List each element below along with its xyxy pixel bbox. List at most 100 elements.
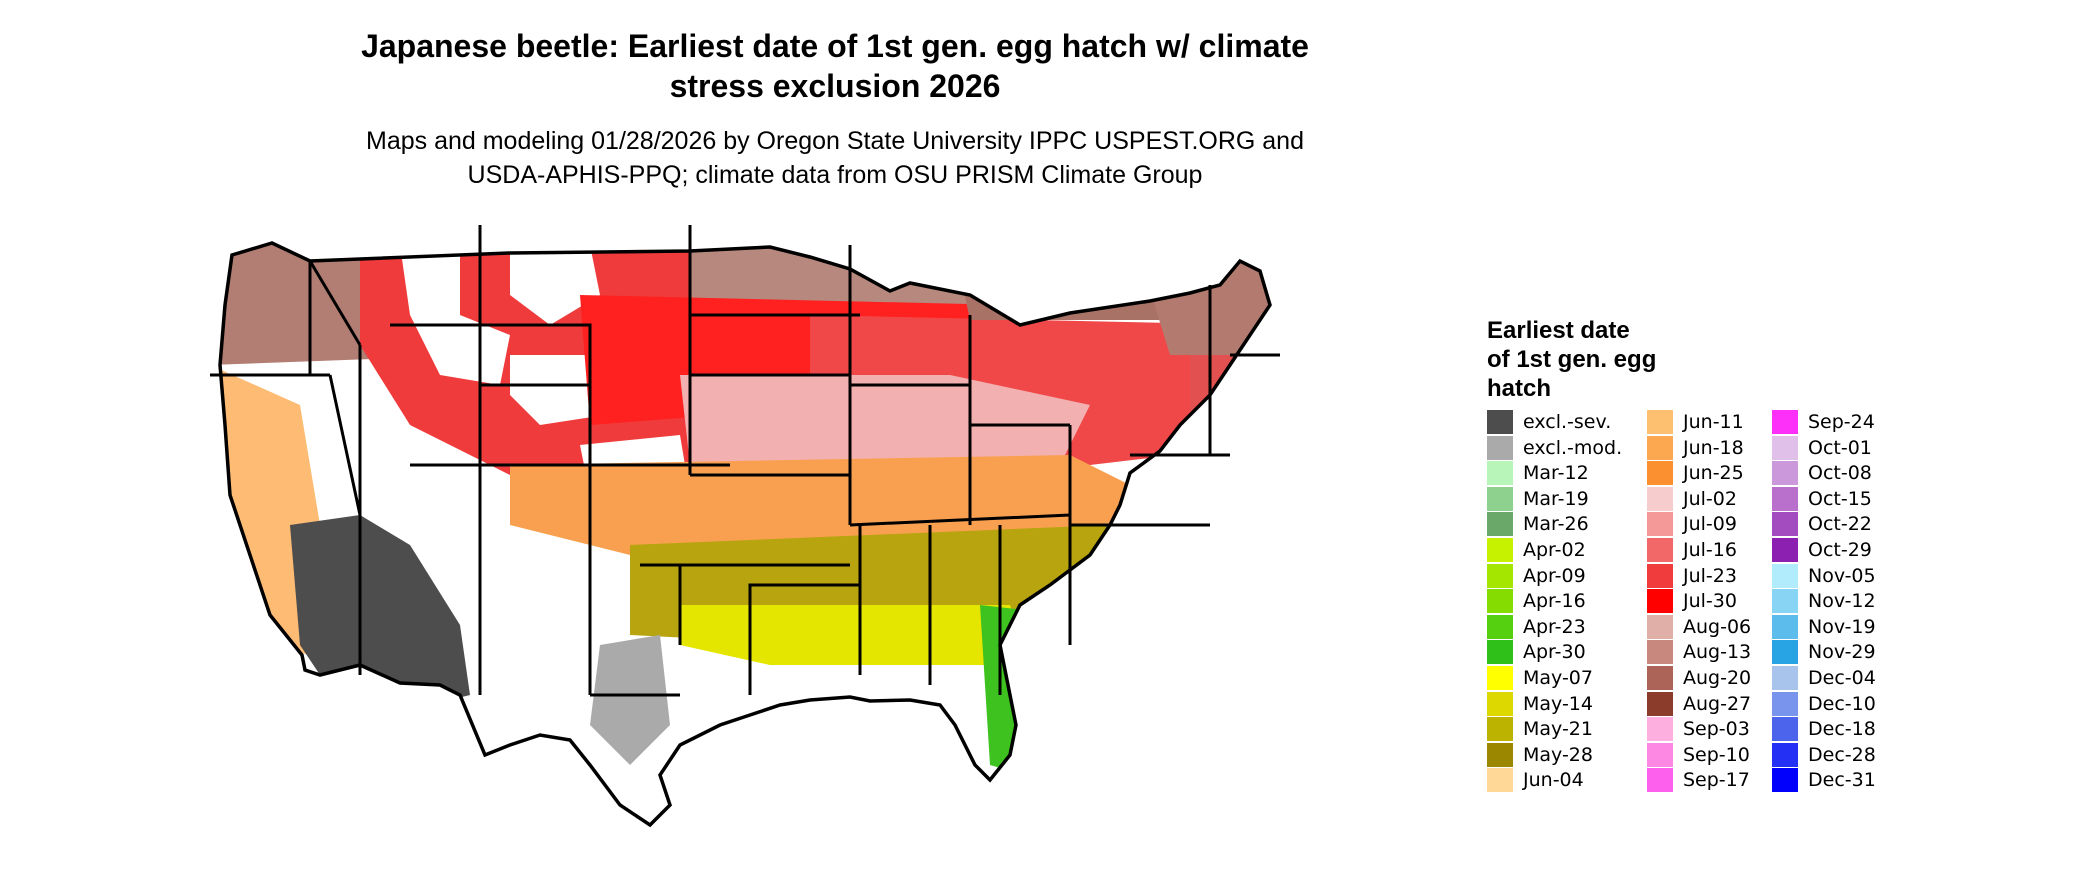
legend-label: excl.-sev. (1523, 411, 1612, 433)
legend-item: Jul-30 (1647, 588, 1807, 614)
legend-label: May-21 (1523, 718, 1593, 741)
legend-swatch (1647, 512, 1673, 537)
legend-swatch (1772, 691, 1798, 716)
legend-item: Apr-23 (1487, 614, 1647, 640)
legend-swatch (1487, 486, 1513, 511)
map-subtitle: Maps and modeling 01/28/2026 by Oregon S… (0, 124, 1670, 192)
legend-item: Apr-30 (1487, 639, 1647, 665)
region-gulf-coast (680, 605, 1030, 665)
legend-swatch (1487, 768, 1513, 793)
legend-item: Dec-28 (1772, 742, 1932, 768)
legend-swatch (1772, 435, 1798, 460)
legend-item: excl.-sev. (1487, 409, 1647, 435)
legend-label: Jun-25 (1683, 462, 1744, 485)
legend-label: Aug-27 (1683, 692, 1752, 715)
legend-label: Apr-02 (1523, 538, 1586, 561)
legend-swatch (1647, 435, 1673, 460)
climate-regions (220, 243, 1270, 785)
region-south-texas (590, 635, 670, 765)
legend-item: Jul-16 (1647, 537, 1807, 563)
legend-swatch (1487, 640, 1513, 665)
legend-item: Jun-04 (1487, 767, 1647, 793)
legend-swatch (1772, 512, 1798, 537)
legend-swatch (1487, 512, 1513, 537)
legend-label: Mar-26 (1523, 513, 1589, 536)
legend-swatch (1487, 537, 1513, 562)
legend-item: Apr-09 (1487, 563, 1647, 589)
region-florida (980, 605, 1070, 785)
legend-swatch (1772, 768, 1798, 793)
region-desert-southwest (290, 515, 470, 705)
legend-swatch (1647, 614, 1673, 639)
legend-label: Jul-23 (1683, 564, 1737, 587)
legend-label: Jun-04 (1523, 769, 1584, 792)
legend-title-line1: Earliest date (1487, 317, 1630, 344)
legend-item: Aug-27 (1647, 691, 1807, 717)
legend-item: May-14 (1487, 691, 1647, 717)
legend-item: excl.-mod. (1487, 435, 1647, 461)
legend-label: Jun-11 (1683, 411, 1744, 433)
legend-item: Jul-02 (1647, 486, 1807, 512)
legend-label: May-28 (1523, 743, 1593, 766)
legend-swatch (1772, 589, 1798, 614)
legend-title: Earliest date of 1st gen. egg hatch (1487, 316, 1717, 403)
legend-label: May-14 (1523, 692, 1593, 715)
legend-label: Jul-30 (1683, 590, 1737, 613)
legend-swatch (1647, 486, 1673, 511)
map-title-line2: stress exclusion 2026 (669, 68, 1001, 104)
region-upper-great-lakes (950, 243, 1170, 320)
legend-label: Dec-04 (1808, 666, 1876, 689)
legend-swatch (1647, 410, 1673, 434)
legend-swatch (1647, 768, 1673, 793)
legend-item: Mar-19 (1487, 486, 1647, 512)
region-california-coast (220, 365, 320, 655)
legend-label: Aug-20 (1683, 666, 1752, 689)
legend-swatch (1772, 537, 1798, 562)
legend-label: Sep-17 (1683, 769, 1750, 792)
legend-label: Mar-12 (1523, 462, 1589, 485)
legend-item: Nov-29 (1772, 639, 1932, 665)
legend-swatch (1772, 742, 1798, 767)
legend-title-line3: hatch (1487, 375, 1552, 402)
legend-item: Jul-23 (1647, 563, 1807, 589)
legend-label: Oct-29 (1808, 538, 1872, 561)
legend-swatch (1487, 614, 1513, 639)
legend-swatch (1487, 717, 1513, 742)
legend-label: Oct-01 (1808, 436, 1872, 459)
legend-swatch (1487, 589, 1513, 614)
state-border (328, 374, 362, 516)
legend-swatch (1772, 461, 1798, 486)
legend-label: Sep-10 (1683, 743, 1750, 766)
legend-item: Nov-12 (1772, 588, 1932, 614)
legend-item: Apr-16 (1487, 588, 1647, 614)
legend-label: Nov-29 (1808, 641, 1876, 664)
legend-label: Oct-08 (1808, 462, 1872, 485)
legend-item: Oct-29 (1772, 537, 1932, 563)
map-title: Japanese beetle: Earliest date of 1st ge… (0, 26, 1670, 106)
legend-item: Jul-09 (1647, 511, 1807, 537)
legend-item: Aug-13 (1647, 639, 1807, 665)
legend-item: Dec-10 (1772, 691, 1932, 717)
legend-label: Aug-13 (1683, 641, 1752, 664)
legend-item: Sep-03 (1647, 716, 1807, 742)
legend-column: Sep-24 Oct-01 Oct-08 Oct-15 Oct-22 Oct-29 Nov-… (1772, 409, 1932, 793)
legend-item: Nov-05 (1772, 563, 1932, 589)
state-border (849, 513, 1071, 527)
legend-item: Oct-08 (1772, 460, 1932, 486)
legend-item: Sep-10 (1647, 742, 1807, 768)
region-new-england-north (1130, 243, 1270, 355)
legend-swatch (1647, 640, 1673, 665)
legend-label: Jul-16 (1683, 538, 1737, 561)
legend-label: Jul-02 (1683, 487, 1737, 510)
legend-label: Aug-06 (1683, 615, 1752, 638)
legend-label: Sep-24 (1808, 411, 1875, 433)
legend-swatch (1772, 410, 1798, 434)
legend-label: Nov-05 (1808, 564, 1876, 587)
legend-item: Jun-25 (1647, 460, 1807, 486)
region-mid-south (680, 375, 1090, 475)
map-title-line1: Japanese beetle: Earliest date of 1st ge… (361, 28, 1309, 64)
legend-label: Sep-03 (1683, 718, 1750, 741)
legend-swatch (1772, 614, 1798, 639)
legend-label: Jun-18 (1683, 436, 1744, 459)
legend-swatch (1487, 563, 1513, 588)
